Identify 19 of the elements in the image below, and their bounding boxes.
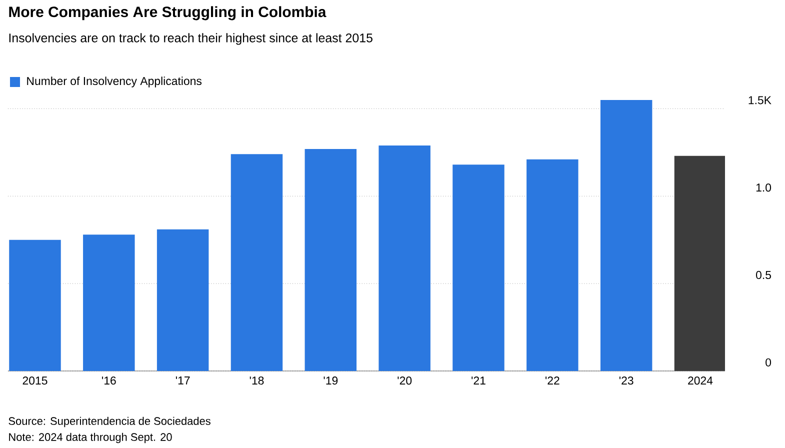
x-tick-label: '22 [546,376,560,385]
source-note: Source: Superintendencia de Sociedades [8,416,210,428]
y-tick-label: 0 [766,358,772,366]
y-tick-label: 1.5K [748,96,772,104]
x-tick-label: '23 [619,376,634,385]
chart-subtitle: Insolvencies are on track to reach their highest since at least 2015 [9,33,372,45]
y-tick-label: 0.5 [756,270,772,280]
x-tick-label: 2024 [688,376,713,385]
x-tick-label: '21 [472,376,486,385]
y-tick-label: 1.0 [756,184,772,192]
text: Note: 2024 data through Sept. 20 [9,432,172,444]
x-tick-label: '17 [176,376,190,384]
x-tick-label: '20 [398,376,412,385]
x-tick-label: '18 [250,376,264,385]
chart-title: More Companies Are Struggling in Colombia [9,6,326,20]
legend-label: Number of Insolvency Applications [27,76,202,88]
x-tick-label: 2015 [22,376,48,385]
x-tick-label: '16 [102,376,116,385]
x-tick-label: '19 [324,376,338,385]
